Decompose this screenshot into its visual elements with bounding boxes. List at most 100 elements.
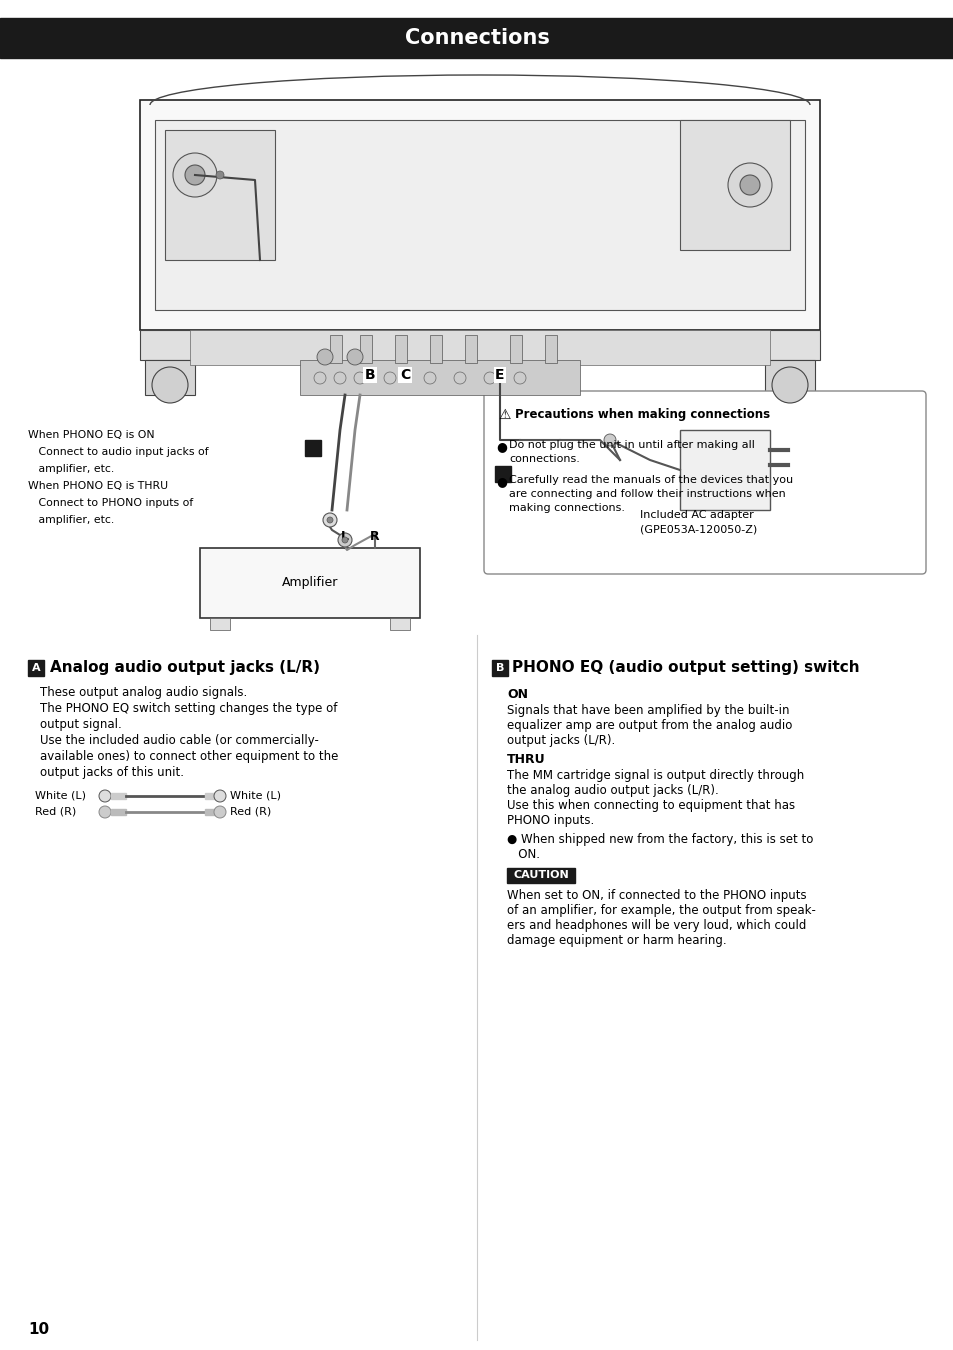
Text: ● When shipped new from the factory, this is set to: ● When shipped new from the factory, thi…: [506, 833, 813, 846]
Bar: [111, 792, 126, 799]
Text: PHONO inputs.: PHONO inputs.: [506, 814, 594, 828]
Text: ON.: ON.: [506, 848, 539, 861]
Circle shape: [172, 153, 216, 197]
FancyBboxPatch shape: [483, 392, 925, 574]
Circle shape: [337, 533, 352, 547]
Text: PHONO EQ (audio output setting) switch: PHONO EQ (audio output setting) switch: [512, 660, 859, 675]
Bar: [205, 809, 220, 815]
Circle shape: [213, 790, 226, 802]
Text: When PHONO EQ is ON: When PHONO EQ is ON: [28, 431, 154, 440]
Circle shape: [327, 517, 333, 522]
Bar: [190, 329, 769, 364]
Text: The MM cartridge signal is output directly through: The MM cartridge signal is output direct…: [506, 769, 803, 782]
Text: Amplifier: Amplifier: [281, 576, 337, 590]
Bar: [140, 329, 820, 360]
Bar: [140, 100, 820, 329]
Bar: [145, 360, 194, 396]
Bar: [764, 360, 814, 396]
Text: A: A: [31, 663, 40, 674]
Bar: [506, 868, 575, 883]
Text: Precautions when making connections: Precautions when making connections: [515, 409, 769, 421]
Bar: [390, 618, 410, 630]
Text: output jacks (L/R).: output jacks (L/R).: [506, 734, 615, 747]
Text: Analog audio output jacks (L/R): Analog audio output jacks (L/R): [50, 660, 319, 675]
Circle shape: [185, 165, 205, 185]
Circle shape: [603, 433, 616, 446]
Text: Signals that have been amplified by the built-in: Signals that have been amplified by the …: [506, 703, 789, 717]
Bar: [165, 130, 274, 261]
Text: the analog audio output jacks (L/R).: the analog audio output jacks (L/R).: [506, 784, 718, 796]
Text: making connections.: making connections.: [509, 504, 624, 513]
Circle shape: [727, 163, 771, 207]
Text: When set to ON, if connected to the PHONO inputs: When set to ON, if connected to the PHON…: [506, 890, 806, 902]
Text: ⚠: ⚠: [497, 408, 510, 423]
Text: THRU: THRU: [506, 753, 545, 765]
Text: output jacks of this unit.: output jacks of this unit.: [40, 765, 184, 779]
Bar: [492, 660, 507, 676]
Bar: [395, 335, 407, 363]
Text: C: C: [399, 369, 410, 382]
Circle shape: [152, 367, 188, 404]
Text: Do not plug the unit in until after making all: Do not plug the unit in until after maki…: [509, 440, 754, 450]
Text: When PHONO EQ is THRU: When PHONO EQ is THRU: [28, 481, 168, 491]
Text: White (L): White (L): [230, 791, 281, 801]
Circle shape: [99, 806, 111, 818]
Text: ●: ●: [497, 475, 512, 487]
Text: Connections: Connections: [404, 28, 549, 49]
Text: ers and headphones will be very loud, which could: ers and headphones will be very loud, wh…: [506, 919, 805, 931]
Circle shape: [213, 806, 226, 818]
Text: B: B: [364, 369, 375, 382]
Text: Use the included audio cable (or commercially-: Use the included audio cable (or commerc…: [40, 734, 318, 747]
Text: available ones) to connect other equipment to the: available ones) to connect other equipme…: [40, 751, 338, 763]
Text: B: B: [496, 663, 503, 674]
Text: output signal.: output signal.: [40, 718, 122, 730]
Text: 10: 10: [28, 1323, 49, 1338]
Bar: [305, 440, 320, 456]
Text: The PHONO EQ switch setting changes the type of: The PHONO EQ switch setting changes the …: [40, 702, 337, 716]
Bar: [210, 618, 230, 630]
Text: are connecting and follow their instructions when: are connecting and follow their instruct…: [509, 489, 785, 500]
Text: These output analog audio signals.: These output analog audio signals.: [40, 686, 247, 699]
Bar: [679, 431, 769, 510]
Circle shape: [771, 367, 807, 404]
Circle shape: [99, 790, 111, 802]
Text: Red (R): Red (R): [230, 807, 271, 817]
Circle shape: [316, 350, 333, 365]
Bar: [359, 335, 372, 363]
Text: amplifier, etc.: amplifier, etc.: [28, 464, 114, 474]
Text: Carefully read the manuals of the devices that you: Carefully read the manuals of the device…: [509, 475, 792, 485]
Text: D: D: [497, 454, 507, 463]
Text: damage equipment or harm hearing.: damage equipment or harm hearing.: [506, 934, 726, 946]
Bar: [205, 792, 220, 799]
Text: White (L): White (L): [35, 791, 86, 801]
Bar: [464, 335, 476, 363]
Text: CAUTION: CAUTION: [513, 869, 568, 880]
Bar: [28, 660, 44, 676]
Bar: [544, 335, 557, 363]
Text: E: E: [495, 369, 504, 382]
Circle shape: [323, 513, 336, 526]
Text: Use this when connecting to equipment that has: Use this when connecting to equipment th…: [506, 799, 794, 811]
Text: Included AC adapter: Included AC adapter: [639, 510, 753, 520]
Text: Connect to audio input jacks of: Connect to audio input jacks of: [28, 447, 209, 458]
Bar: [200, 548, 419, 618]
Bar: [111, 809, 126, 815]
Bar: [495, 466, 511, 482]
Text: Red (R): Red (R): [35, 807, 76, 817]
Text: of an amplifier, for example, the output from speak-: of an amplifier, for example, the output…: [506, 904, 815, 917]
Text: ●: ●: [497, 440, 512, 454]
Circle shape: [347, 350, 363, 365]
Circle shape: [740, 176, 760, 194]
Bar: [330, 335, 341, 363]
Circle shape: [215, 171, 224, 180]
Text: equalizer amp are output from the analog audio: equalizer amp are output from the analog…: [506, 720, 792, 732]
Bar: [299, 360, 579, 396]
Circle shape: [341, 537, 348, 543]
Text: R: R: [370, 531, 379, 543]
Text: (GPE053A-120050-Z): (GPE053A-120050-Z): [639, 525, 757, 535]
Text: connections.: connections.: [509, 454, 579, 464]
Bar: [679, 120, 789, 250]
Text: A: A: [309, 427, 317, 437]
Bar: [430, 335, 441, 363]
Bar: [510, 335, 521, 363]
